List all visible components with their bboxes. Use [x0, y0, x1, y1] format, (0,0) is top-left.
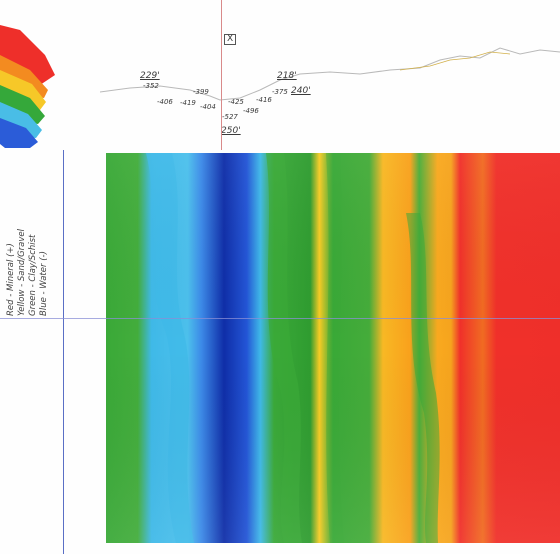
profile-label: -404: [200, 103, 216, 111]
model-3d-thumbnail: [0, 10, 62, 150]
elevation-profile-sketch: [99, 30, 560, 150]
survey-marker: X: [224, 34, 237, 45]
profile-label: -375: [272, 88, 288, 96]
profile-label: 240': [291, 86, 311, 96]
profile-label: 250': [221, 126, 241, 136]
legend-line-red: Red - Mineral (+): [6, 243, 16, 316]
profile-label: -352: [143, 82, 159, 90]
margin-line: [63, 150, 64, 554]
legend-line-yellow: Yellow - Sand/Gravel: [17, 229, 27, 316]
legend-text-block: Red - Mineral (+) Yellow - Sand/Gravel G…: [6, 229, 50, 316]
survey-color-section: [106, 153, 560, 543]
profile-label: -406: [157, 98, 173, 106]
terrain-profile-accent: [399, 51, 511, 71]
profile-label: -527: [222, 113, 238, 121]
midline: [0, 318, 560, 319]
survey-shading: [106, 153, 560, 543]
profile-label: 229': [140, 71, 160, 81]
profile-line-graphic: [99, 47, 560, 101]
color-legend: Red - Mineral (+) Yellow - Sand/Gravel G…: [6, 200, 58, 320]
profile-label: -425: [228, 98, 244, 106]
center-marker-line: [221, 0, 222, 150]
profile-label: -416: [256, 96, 272, 104]
profile-label: -419: [180, 99, 196, 107]
model-layer-blue: [0, 118, 38, 148]
profile-label: -399: [193, 88, 209, 96]
profile-label: 218': [277, 71, 297, 81]
model-3d-graphic: [0, 25, 55, 148]
legend-line-green: Green - Clay/Schist: [28, 234, 38, 316]
terrain-profile-line: [99, 47, 560, 101]
profile-label: -496: [243, 107, 259, 115]
legend-line-blue: Blue - Water (-): [39, 251, 49, 316]
survey-section-graphic: [106, 153, 560, 543]
